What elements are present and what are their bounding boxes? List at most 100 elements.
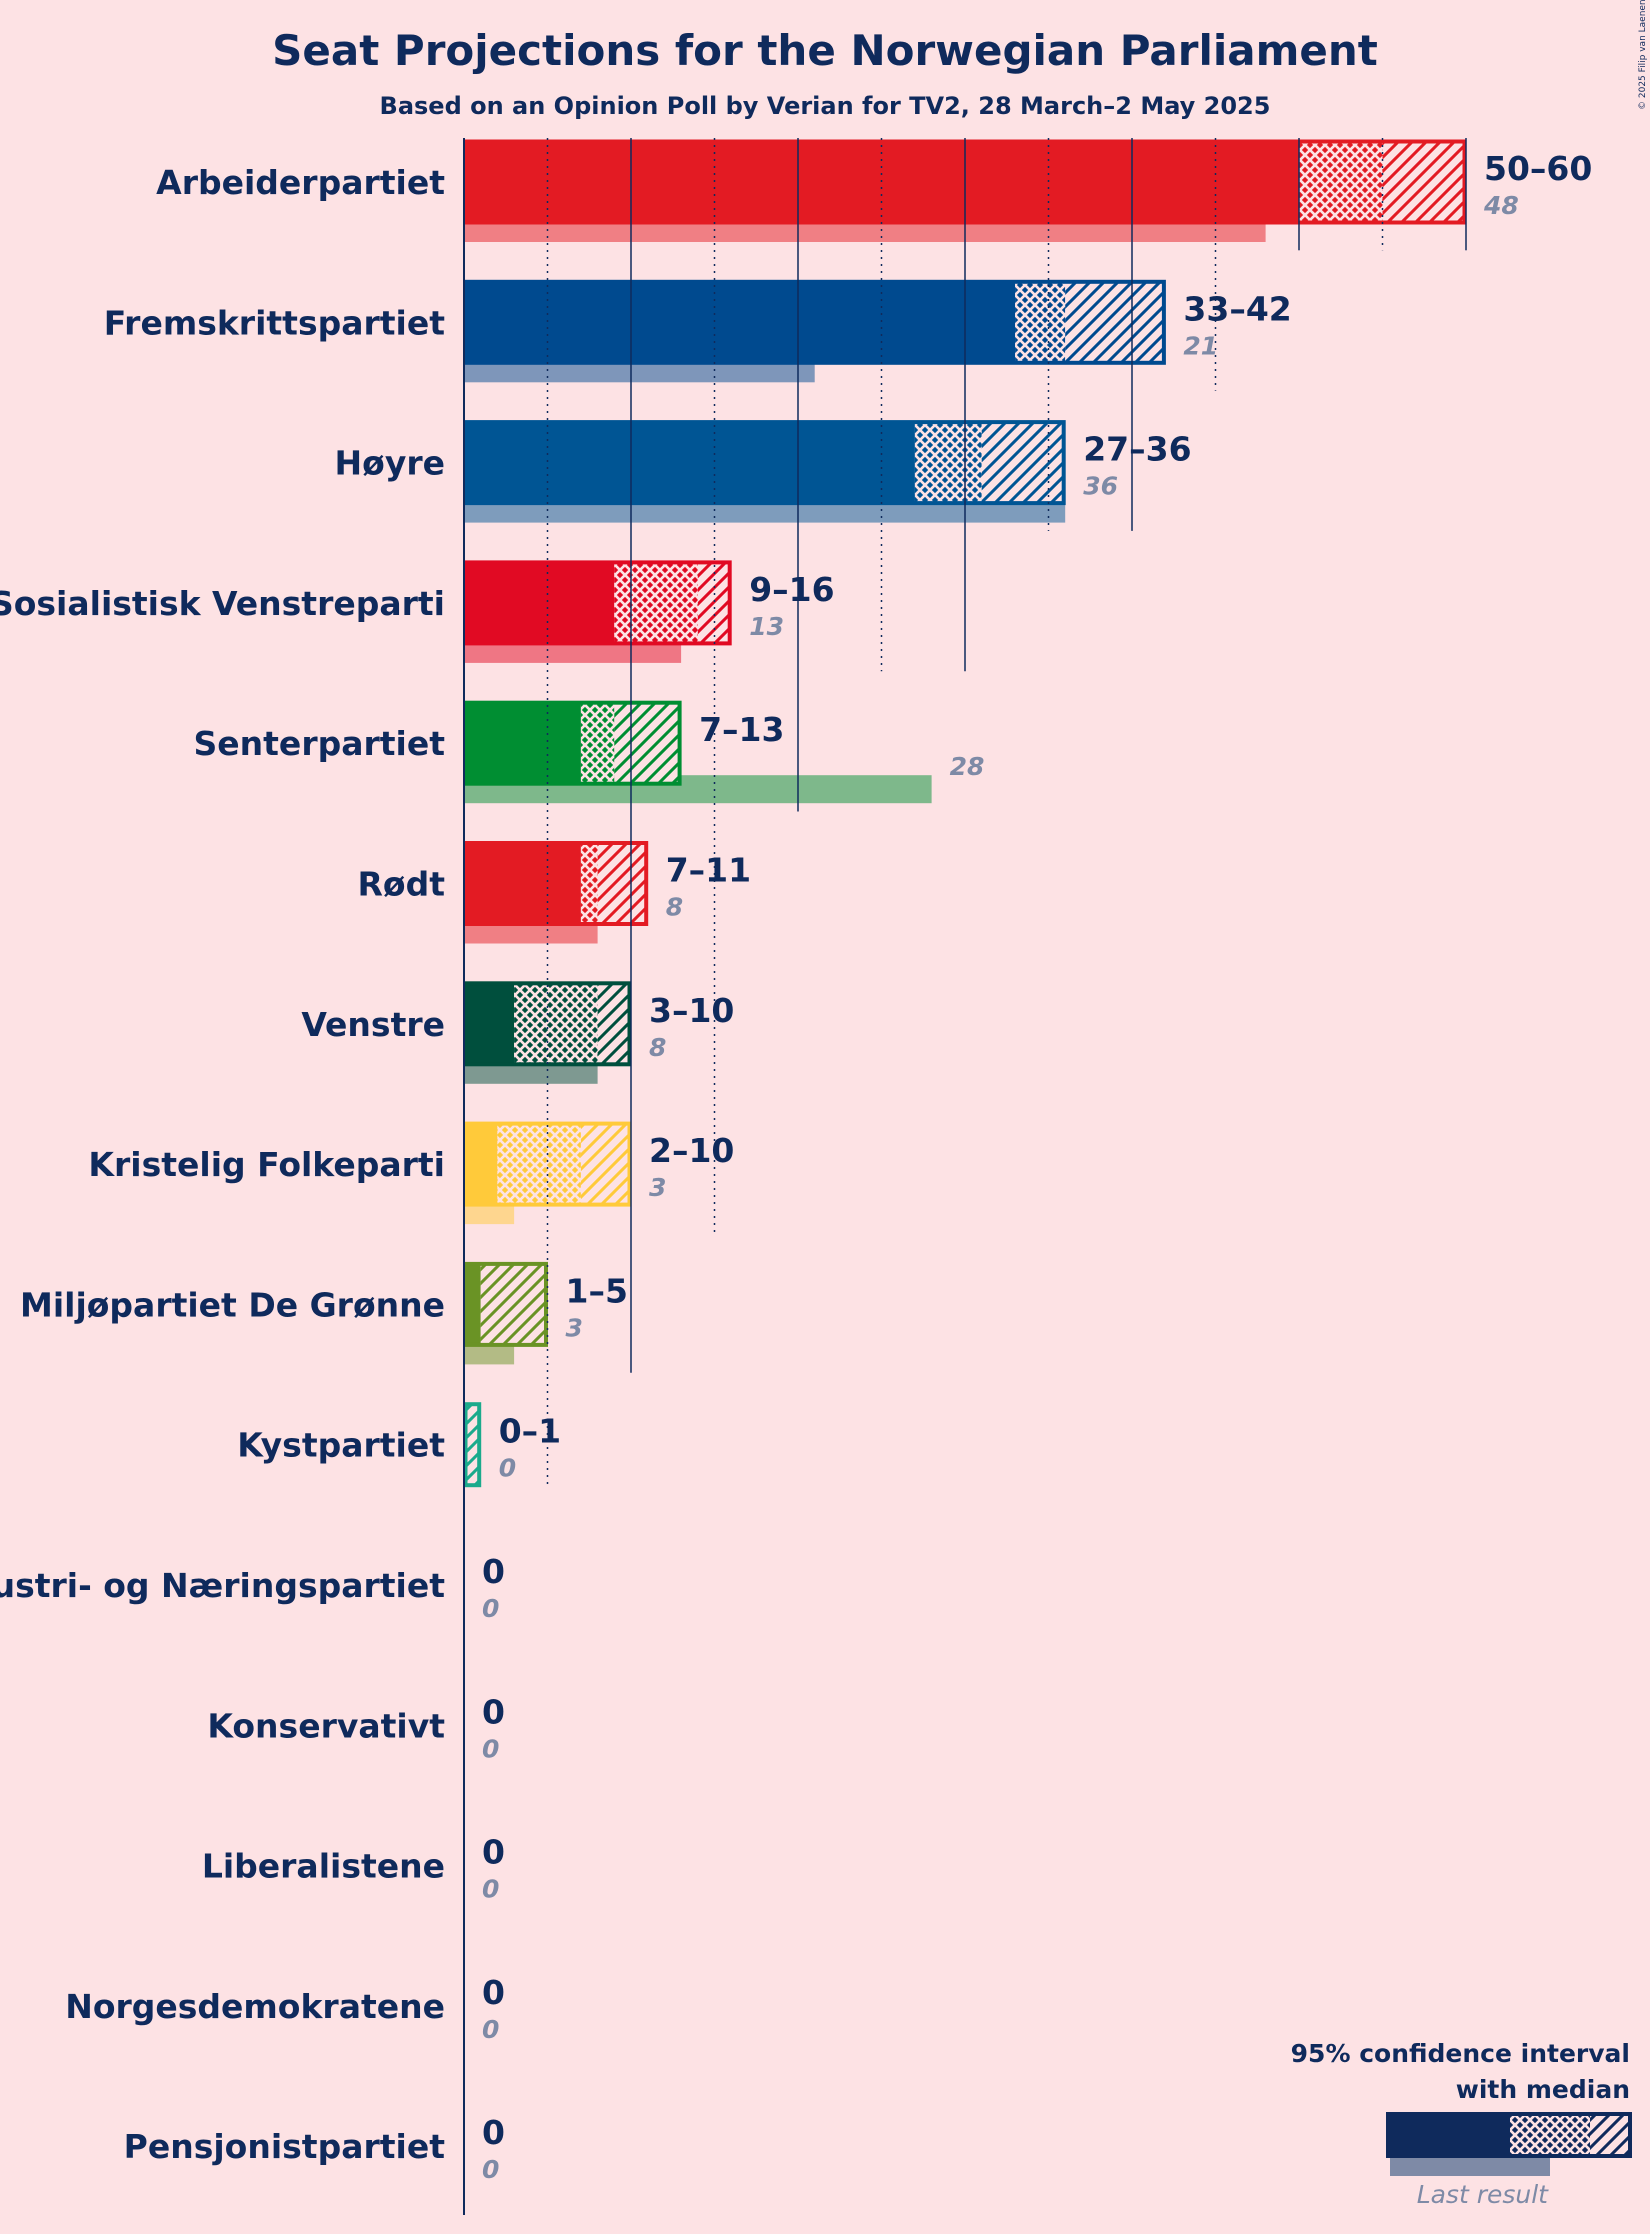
range-label: 3–10	[649, 991, 734, 1030]
ci-solid-bar	[464, 841, 581, 926]
legend-title-line2: with median	[1456, 2075, 1630, 2104]
ci-outline	[463, 700, 682, 786]
ci-upper-half	[597, 841, 648, 926]
ci-lower-half	[514, 981, 598, 1066]
party-row: Kystpartiet 0–1 0	[237, 1402, 561, 1488]
range-label: 33–42	[1183, 289, 1291, 328]
ci-upper-half	[580, 1122, 631, 1207]
gridlines	[546, 138, 1467, 1487]
party-row: Senterpartiet 7–13 28	[194, 700, 985, 804]
party-label: Kystpartiet	[237, 1426, 445, 1465]
last-result-label: 13	[749, 612, 784, 641]
party-label: Norgesdemokratene	[65, 1987, 445, 2026]
ci-upper-half	[614, 701, 682, 786]
legend-crosshatch-swatch	[1510, 2114, 1590, 2156]
copyright-note: © 2025 Filip van Laenen	[1638, 0, 1648, 110]
legend-last-result-swatch	[1390, 2154, 1550, 2176]
ci-outline	[463, 420, 1066, 506]
legend-title-line1: 95% confidence interval	[1291, 2039, 1630, 2068]
party-row: Miljøpartiet De Grønne 1–5 3	[20, 1261, 628, 1365]
party-row: Kristelig Folkeparti 2–10 3	[88, 1121, 734, 1225]
party-row: Fremskrittspartiet 33–42 21	[104, 279, 1292, 383]
range-label: 7–13	[699, 710, 784, 749]
ci-solid-bar	[464, 1122, 498, 1207]
last-result-label: 8	[649, 1033, 666, 1062]
last-result-label: 3	[649, 1173, 666, 1202]
ci-outline	[463, 841, 649, 926]
ci-solid-bar	[464, 280, 1016, 365]
party-label: Konservativt	[207, 1706, 445, 1745]
party-row: Rødt 7–11 8	[358, 841, 751, 944]
party-row: Venstre 3–10 8	[301, 981, 734, 1084]
last-result-label: 36	[1083, 472, 1118, 501]
range-label: 0	[482, 1552, 505, 1591]
party-label: Liberalistene	[202, 1847, 445, 1886]
party-label: Miljøpartiet De Grønne	[20, 1285, 445, 1324]
party-label: Venstre	[301, 1005, 445, 1044]
last-result-label: 0	[499, 1454, 516, 1483]
party-row: Sosialistisk Venstreparti 9–16 13	[0, 560, 835, 663]
last-result-label: 0	[482, 1594, 499, 1623]
range-label: 27–36	[1083, 430, 1191, 469]
ci-outline	[463, 1402, 482, 1488]
party-row: Arbeiderpartiet 50–60 48	[156, 139, 1592, 242]
party-row: Pensjonistpartiet 0 0	[124, 2113, 505, 2184]
ci-lower-half	[580, 701, 615, 786]
ci-outline	[463, 981, 632, 1067]
ci-lower-half	[614, 560, 698, 645]
ci-lower-half	[1299, 140, 1383, 224]
last-result-label: 8	[666, 893, 683, 922]
ci-outline	[463, 1261, 548, 1347]
party-label: Arbeiderpartiet	[156, 163, 445, 202]
last-result-label: 21	[1183, 331, 1218, 360]
last-result-label: 0	[482, 1734, 499, 1763]
bars-layer: Arbeiderpartiet 50–60 48 Fremskrittspartiet…	[0, 139, 1592, 2184]
party-label: Industri- og Næringspartiet	[0, 1566, 445, 1605]
party-label: Sosialistisk Venstreparti	[0, 584, 445, 623]
ci-lower-half	[914, 420, 982, 505]
ci-outline	[463, 1121, 632, 1207]
party-row: Norgesdemokratene 0 0	[65, 1973, 505, 2044]
legend-last-result-label: Last result	[1417, 2180, 1549, 2209]
ci-upper-half	[981, 420, 1066, 505]
party-label: Fremskrittspartiet	[104, 303, 445, 342]
ci-upper-half	[597, 981, 631, 1066]
range-label: 0	[482, 1692, 505, 1731]
last-result-label: 0	[482, 2155, 499, 2184]
range-label: 9–16	[749, 570, 834, 609]
ci-upper-half	[1382, 140, 1466, 224]
chart-subtitle: Based on an Opinion Poll by Verian for T…	[380, 92, 1271, 120]
ci-upper-half	[464, 1402, 481, 1487]
party-row: Industri- og Næringspartiet 0 0	[0, 1552, 505, 1623]
last-result-label: 0	[482, 2015, 499, 2044]
chart-title: Seat Projections for the Norwegian Parli…	[272, 26, 1378, 75]
ci-lower-half	[497, 1122, 581, 1207]
range-label: 0	[482, 1973, 505, 2012]
range-label: 0–1	[499, 1412, 561, 1451]
party-row: Liberalistene 0 0	[202, 1833, 505, 1904]
ci-outline	[463, 560, 732, 646]
party-row: Konservativt 0 0	[207, 1692, 505, 1763]
ci-upper-half	[697, 560, 732, 645]
ci-solid-bar	[464, 1262, 481, 1347]
range-label: 0	[482, 1833, 505, 1872]
party-label: Kristelig Folkeparti	[88, 1145, 445, 1184]
ci-lower-half	[580, 841, 598, 926]
party-label: Høyre	[335, 444, 445, 483]
legend-hatch-swatch	[1590, 2114, 1630, 2156]
ci-solid-bar	[464, 981, 515, 1066]
last-result-label: 3	[566, 1313, 583, 1342]
legend-swatch-outline	[1386, 2112, 1632, 2158]
party-label: Rødt	[358, 865, 446, 904]
last-result-label: 28	[950, 752, 985, 781]
range-label: 50–60	[1484, 149, 1592, 188]
range-label: 0	[482, 2113, 505, 2152]
range-label: 7–11	[666, 851, 751, 890]
party-label: Senterpartiet	[194, 724, 446, 763]
ci-outline	[463, 279, 1166, 365]
ci-upper-half	[480, 1262, 548, 1347]
ci-solid-bar	[464, 420, 915, 505]
ci-lower-half	[1015, 280, 1066, 365]
legend-solid-swatch	[1388, 2114, 1510, 2156]
